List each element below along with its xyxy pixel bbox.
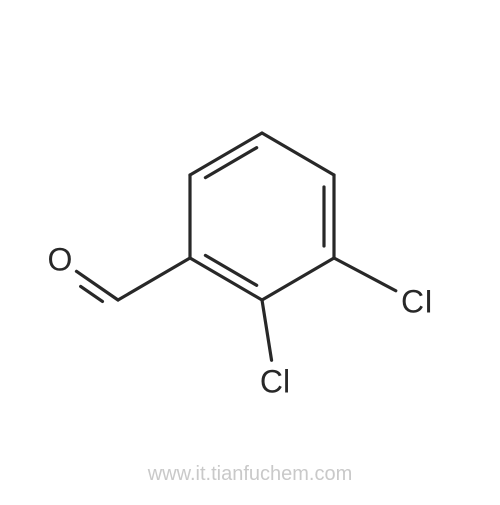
watermark-text: www.it.tianfuchem.com xyxy=(148,463,353,486)
atom-label-cl4: CI xyxy=(401,284,433,321)
atom-label-cl5: Cl xyxy=(260,364,290,401)
chemical-structure-canvas: O Cl CI xyxy=(0,0,500,500)
atom-label-o: O xyxy=(48,242,73,279)
structure-svg xyxy=(0,0,500,500)
